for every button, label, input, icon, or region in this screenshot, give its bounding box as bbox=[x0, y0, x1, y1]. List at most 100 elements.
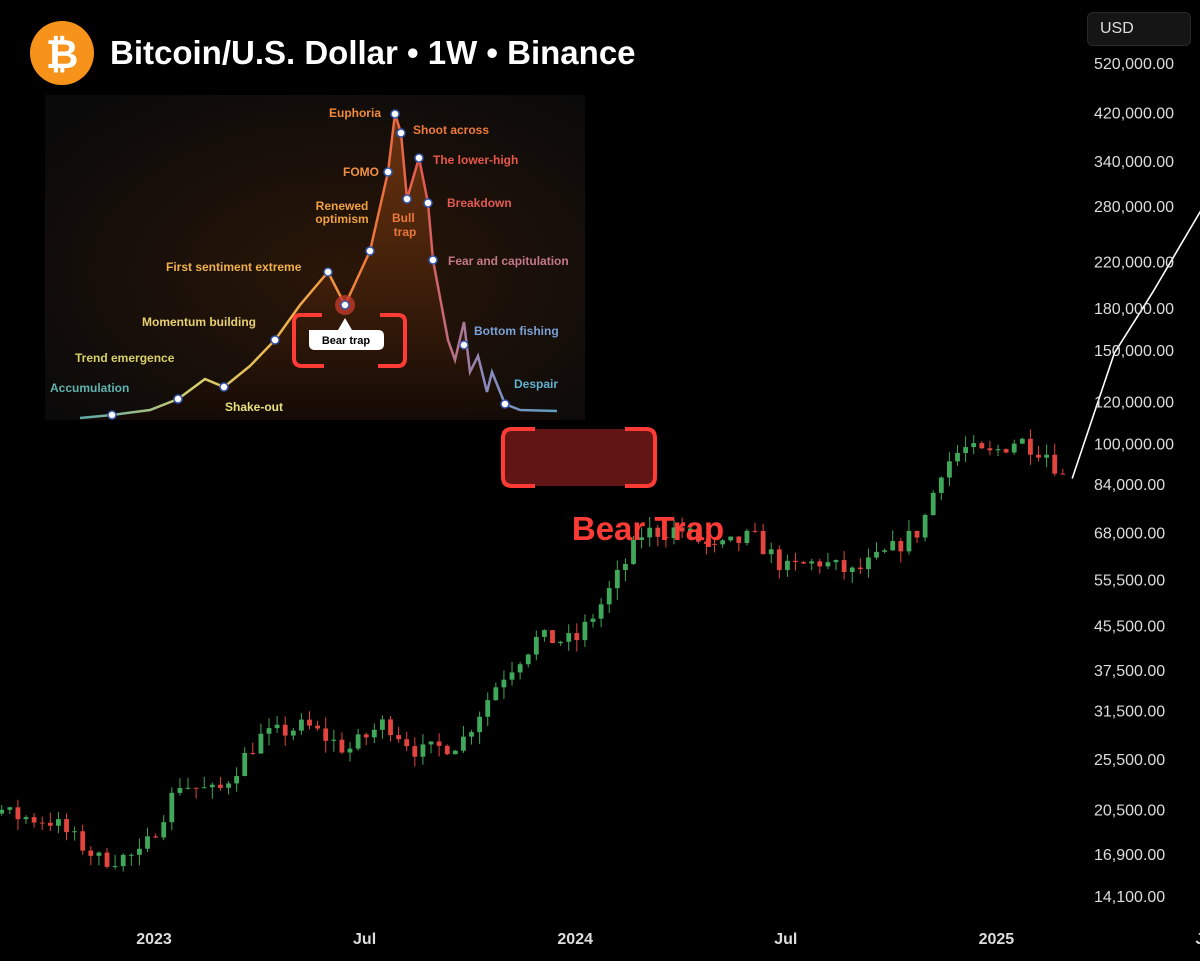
price-tick-label: 68,000.00 bbox=[1094, 526, 1165, 543]
candle-up bbox=[112, 866, 118, 868]
candle-down bbox=[655, 527, 661, 537]
candle-up bbox=[201, 787, 207, 789]
bear-trap-bracket bbox=[501, 427, 657, 488]
candle-up bbox=[533, 636, 539, 655]
candle-down bbox=[1028, 438, 1033, 455]
candle-up bbox=[785, 560, 790, 571]
inset-area bbox=[80, 114, 560, 420]
price-axis[interactable]: 520,000.00 420,000.00 340,000.00 280,000.00… bbox=[1094, 56, 1174, 906]
candle-up bbox=[598, 604, 604, 619]
candle-up bbox=[809, 561, 815, 564]
candle-up bbox=[566, 633, 572, 642]
price-tick-label: 150,000.00 bbox=[1094, 343, 1174, 360]
candle-up bbox=[1011, 443, 1017, 453]
candle-up bbox=[963, 447, 969, 453]
candle-up bbox=[169, 792, 175, 823]
inset-bear-trap-label: Bear trap bbox=[322, 335, 371, 347]
candle-up bbox=[631, 540, 636, 564]
price-tick-label: 180,000.00 bbox=[1094, 301, 1174, 318]
candle-down bbox=[736, 536, 742, 544]
bitcoin-logo bbox=[30, 21, 94, 85]
candle-up bbox=[590, 618, 596, 622]
candle-down bbox=[444, 745, 450, 755]
inset-stage-label: Despair bbox=[514, 377, 558, 391]
bear-trap-point bbox=[340, 300, 350, 310]
candle-down bbox=[193, 787, 199, 789]
inset-bear-trap-bubble bbox=[309, 318, 384, 350]
price-tick-label: 16,900.00 bbox=[1094, 847, 1165, 864]
price-tick-label: 420,000.00 bbox=[1094, 105, 1174, 122]
candle-down bbox=[436, 741, 442, 746]
candle-down bbox=[396, 735, 402, 740]
candle-up bbox=[509, 672, 515, 680]
candle-down bbox=[315, 725, 321, 729]
candle-up bbox=[542, 630, 547, 637]
candle-up bbox=[209, 784, 215, 788]
candle-up bbox=[582, 621, 588, 641]
candle-up bbox=[371, 729, 377, 738]
candle-down bbox=[712, 543, 717, 545]
candle-up bbox=[890, 541, 896, 551]
candle-down bbox=[857, 567, 863, 570]
inset-stage-label: Shake-out bbox=[225, 400, 283, 414]
candle-up bbox=[72, 831, 78, 833]
candle-down bbox=[793, 560, 798, 563]
bear-trap-annotation: Bear Trap bbox=[501, 427, 724, 547]
candle-up bbox=[639, 537, 645, 541]
price-tick-label: 84,000.00 bbox=[1094, 477, 1165, 494]
header: ₿ Bitcoin/U.S. Dollar • 1W • Binance bbox=[30, 21, 636, 85]
time-axis[interactable]: Jul2023Jul2024Jul2025Jul2026Jul2027 bbox=[0, 931, 1200, 948]
candle-down bbox=[412, 746, 418, 757]
currency-button[interactable]: USD bbox=[1087, 12, 1191, 46]
time-tick-label: 2024 bbox=[557, 931, 593, 948]
candle-up bbox=[7, 807, 13, 810]
candle-down bbox=[1060, 473, 1066, 475]
inset-stage-label: Accumulation bbox=[50, 381, 129, 395]
bear-trap-zone bbox=[503, 429, 655, 486]
candle-up bbox=[849, 567, 855, 573]
candle-down bbox=[282, 724, 288, 736]
candle-down bbox=[704, 541, 709, 544]
candle-down bbox=[307, 719, 312, 726]
candle-down bbox=[31, 817, 37, 823]
candle-up bbox=[452, 750, 458, 755]
candle-up bbox=[1019, 438, 1025, 444]
price-tick-label: 14,100.00 bbox=[1094, 889, 1165, 906]
candle-up bbox=[955, 452, 960, 462]
candle-down bbox=[218, 784, 223, 788]
inset-stage-label: Euphoria bbox=[329, 106, 381, 120]
candle-up bbox=[242, 752, 248, 777]
candle-up bbox=[145, 836, 150, 849]
candle-down bbox=[914, 530, 920, 538]
candle-down bbox=[15, 807, 21, 820]
candle-down bbox=[898, 541, 904, 552]
candle-down bbox=[550, 630, 555, 644]
candle-down bbox=[1036, 454, 1041, 458]
inset-points bbox=[107, 109, 510, 420]
candle-down bbox=[80, 831, 86, 851]
candle-up bbox=[938, 477, 944, 493]
candle-up bbox=[930, 492, 936, 516]
inset-stage-label: First sentiment extreme bbox=[166, 260, 302, 274]
candle-up bbox=[485, 700, 491, 717]
candle-down bbox=[1052, 454, 1058, 474]
candle-down bbox=[841, 560, 847, 573]
candle-up bbox=[299, 719, 304, 731]
candle-up bbox=[922, 515, 928, 538]
candle-up bbox=[995, 449, 1001, 451]
price-tick-label: 45,500.00 bbox=[1094, 618, 1165, 635]
price-tick-label: 120,000.00 bbox=[1094, 395, 1174, 412]
candle-up bbox=[525, 654, 531, 665]
price-tick-label: 31,500.00 bbox=[1094, 703, 1165, 720]
candle-up bbox=[606, 588, 612, 605]
inset-stage-label: Shoot across bbox=[413, 123, 489, 137]
chart-title: Bitcoin/U.S. Dollar • 1W • Binance bbox=[110, 34, 636, 71]
candle-down bbox=[663, 536, 669, 539]
candle-up bbox=[825, 562, 831, 567]
candle-up bbox=[23, 817, 29, 820]
candle-down bbox=[339, 739, 345, 753]
candle-up bbox=[355, 734, 361, 749]
candle-down bbox=[979, 443, 985, 449]
price-tick-label: 100,000.00 bbox=[1094, 437, 1174, 454]
